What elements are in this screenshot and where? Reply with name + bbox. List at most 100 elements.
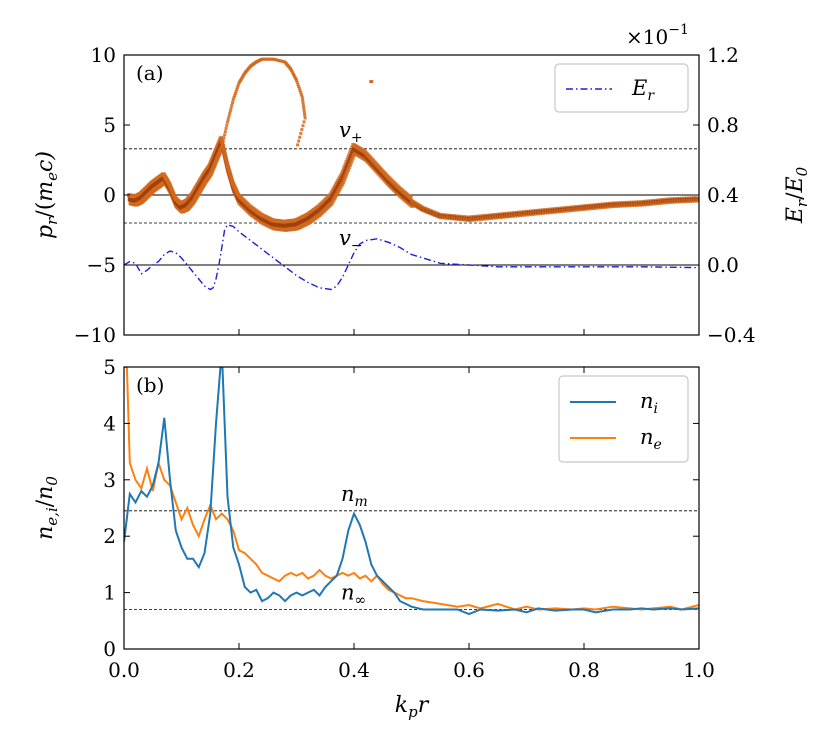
y-tick-label: −10	[74, 323, 116, 347]
particle-marker	[343, 175, 348, 180]
particle-marker	[301, 103, 305, 107]
series-line-n-i	[124, 367, 699, 616]
particle-marker	[220, 145, 224, 149]
legend-b: ni ne	[558, 375, 689, 463]
particle-marker	[349, 158, 354, 163]
x-tick-label: 0.8	[568, 658, 600, 682]
particle-marker	[300, 95, 304, 99]
particle-marker	[297, 87, 301, 91]
panel-a-plot-area	[124, 57, 699, 291]
particle-marker	[296, 143, 300, 147]
right-axis-scale-label: ×10−1	[626, 22, 689, 49]
right-y-tick-label: 0.4	[707, 183, 739, 207]
particle-marker	[229, 106, 233, 110]
particle-marker	[234, 89, 238, 93]
particle-marker	[296, 82, 300, 86]
particle-marker	[232, 96, 236, 100]
particle-marker	[342, 177, 347, 182]
particle-marker	[345, 170, 350, 175]
particle-marker	[300, 128, 304, 132]
y-tick-label: −5	[87, 253, 116, 277]
y-tick-label: 0	[103, 637, 116, 661]
particle-marker	[219, 137, 224, 142]
particle-marker	[300, 93, 304, 97]
particle-marker	[301, 98, 305, 102]
particle-marker	[231, 101, 235, 105]
right-y-tick-label: 0.8	[707, 113, 739, 137]
y-tick-label: 10	[91, 43, 116, 67]
legend-box	[554, 63, 689, 113]
x-tick-label: 0.6	[453, 658, 485, 682]
particle-marker	[299, 131, 303, 135]
particle-marker	[695, 198, 699, 203]
particle-marker	[344, 172, 349, 177]
particle-marker	[350, 155, 355, 160]
particle-marker	[222, 150, 227, 155]
particle-marker	[346, 165, 351, 170]
particle-marker	[295, 78, 298, 82]
particle-marker	[226, 120, 229, 124]
particle-marker	[223, 133, 227, 137]
right-y-tick-label: −0.4	[707, 323, 756, 347]
y-tick-label: 2	[103, 524, 116, 548]
trapped-arc	[220, 57, 307, 149]
particle-marker	[302, 120, 306, 124]
panel-b-frame	[123, 366, 700, 650]
particle-marker	[233, 94, 237, 98]
particle-marker	[223, 130, 227, 134]
x-tick-label: 0.0	[108, 658, 140, 682]
particle-marker	[301, 124, 305, 128]
y-axis-label-b: ne,i/n0	[33, 476, 61, 540]
right-y-tick-label: 0.0	[707, 253, 739, 277]
legend-label-n-e: ne	[640, 425, 662, 453]
particle-marker	[302, 106, 306, 109]
particle-marker	[298, 135, 302, 139]
particle-marker	[228, 112, 232, 116]
ref-label-v_minus: v−	[339, 226, 363, 254]
particle-marker	[301, 100, 305, 104]
right-y-tick-label: 1.2	[707, 43, 739, 67]
particle-band	[127, 135, 699, 232]
panel-a: v+ v− −10 −5 0 5 10 −0.4 0.0 0.4 0.8 1.2 ×10−1 (a) pr/…	[33, 22, 811, 347]
panel-b-label: (b)	[136, 373, 164, 397]
y-tick-label: 5	[103, 113, 116, 137]
y-tick-label: 5	[103, 355, 116, 379]
particle-marker	[224, 158, 229, 163]
particle-marker	[369, 80, 374, 84]
particle-marker	[223, 156, 228, 161]
particle-marker	[348, 160, 353, 165]
particle-marker	[236, 85, 240, 89]
particle-marker	[223, 154, 228, 159]
particle-marker	[225, 123, 229, 127]
particle-marker	[219, 135, 224, 140]
particle-marker	[222, 152, 227, 157]
ref-label-n_m: nm	[341, 482, 368, 510]
particle-marker	[233, 92, 237, 95]
particle-marker	[220, 142, 224, 146]
ref-label-v_plus: v+	[339, 118, 363, 146]
particle-marker	[297, 139, 301, 143]
particle-marker	[295, 80, 299, 84]
particle-marker	[221, 146, 226, 151]
panel-a-label: (a)	[136, 61, 164, 85]
particle-marker	[297, 85, 301, 88]
particle-marker	[408, 196, 413, 200]
particle-marker	[230, 103, 234, 107]
particle-marker	[222, 136, 226, 140]
particle-marker	[235, 87, 239, 91]
particle-marker	[303, 113, 307, 117]
particle-marker	[345, 167, 350, 172]
particle-marker	[236, 83, 240, 87]
series-line-n-e	[124, 367, 699, 611]
x-tick-label: 0.2	[223, 658, 255, 682]
y-tick-label: 3	[103, 468, 116, 492]
particle-marker	[227, 115, 231, 119]
x-tick-label: 1.0	[683, 658, 715, 682]
legend-a: Er	[554, 63, 689, 113]
y-axis-label-a: pr/(mec)	[33, 151, 61, 239]
ref-label-n_inf: n∞	[341, 581, 366, 609]
y-tick-label: 0	[103, 183, 116, 207]
particle-marker	[303, 116, 307, 120]
panel-b-plot-area	[124, 367, 699, 616]
